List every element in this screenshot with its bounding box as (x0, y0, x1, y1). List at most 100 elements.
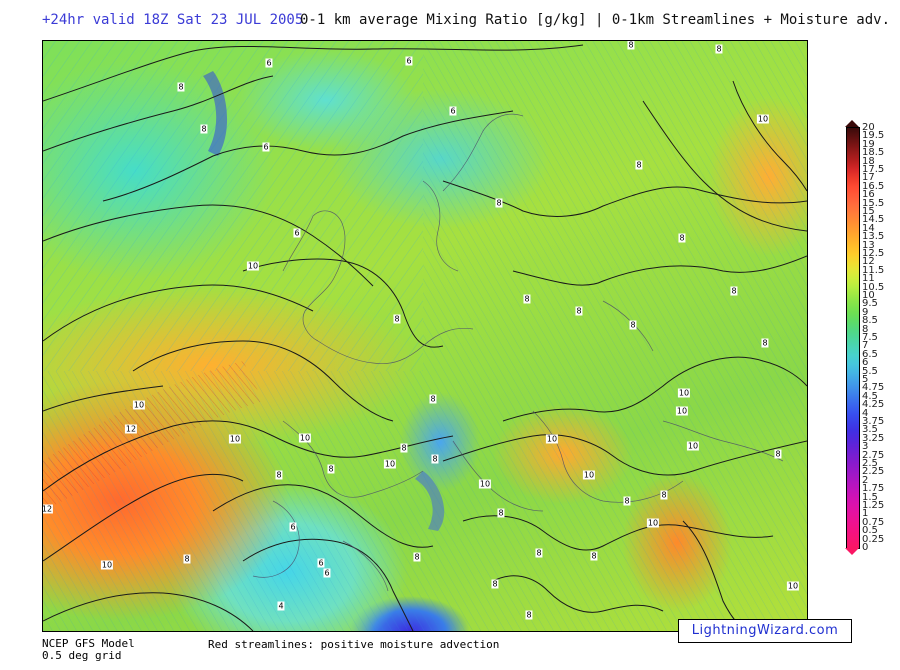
contour-label: 4 (277, 601, 285, 611)
colorbar-tick-label: 3.25 (862, 432, 885, 444)
contour-label: 10 (100, 560, 114, 570)
forecast-valid-title: +24hr valid 18Z Sat 23 JUL 2005 (42, 12, 304, 28)
colorbar-tick-label: 10 (862, 290, 875, 301)
contour-label: 8 (495, 198, 503, 208)
colorbar-tick-label: 18.5 (862, 147, 885, 159)
colorbar-tick-label: 0 (862, 542, 869, 553)
contour-label: 6 (449, 106, 457, 116)
contour-label: 10 (756, 114, 770, 124)
colorbar-tick-label: 4.5 (862, 390, 878, 402)
colorbar-tick-label: 6 (862, 357, 869, 369)
contour-label: 8 (635, 160, 643, 170)
colorbar-tick-label: 4.75 (862, 382, 885, 394)
contour-label: 10 (298, 433, 312, 443)
colorbar-tick-label: 5.5 (862, 365, 878, 377)
colorbar-tick-label: 2.75 (862, 449, 885, 461)
contour-label: 10 (228, 434, 242, 444)
colorbar-tick-label: 13 (862, 239, 875, 251)
colorbar-tick-label: 11 (862, 273, 875, 285)
colorbar-tick-label: 2 (862, 474, 869, 486)
contour-label: 8 (678, 233, 686, 243)
contour-label: 8 (761, 338, 769, 348)
colorbar-tick-label: 8 (862, 323, 869, 335)
colorbar-tick-label: 13.5 (862, 231, 885, 243)
contour-label: 10 (545, 434, 559, 444)
colorbar-tick-label: 12 (862, 256, 875, 268)
colorbar-labels: 20 19.5 19 18.5 18 17.5 17 16.5 16 15.5 15 14.5 14 13… (862, 122, 900, 553)
contour-label: 8 (623, 496, 631, 506)
map-overlay (43, 41, 807, 631)
colorbar-bottom-arrow (845, 548, 859, 555)
lightningwizard-brand-link[interactable]: LightningWizard.com (678, 619, 852, 643)
contour-label: 8 (660, 490, 668, 500)
contour-label: 8 (774, 449, 782, 459)
contour-label: 8 (183, 554, 191, 564)
contour-label: 12 (124, 424, 138, 434)
contour-label: 8 (431, 454, 439, 464)
contour-label: 6 (265, 58, 273, 68)
contour-lines (43, 44, 807, 631)
colorbar-tick-label: 16.5 (862, 180, 885, 192)
contour-label: 6 (317, 558, 325, 568)
colorbar-tick-label: 9 (862, 306, 869, 318)
dry-tongue-north (203, 71, 228, 156)
contour-label: 10 (383, 459, 397, 469)
colorbar-tick-label: 17 (862, 172, 875, 184)
contour-label: 8 (413, 552, 421, 562)
colorbar-tick-label: 6.5 (862, 348, 878, 360)
colorbar-tick-label: 16 (862, 189, 875, 201)
contour-label: 6 (262, 142, 270, 152)
colorbar-tick-label: 19 (862, 138, 875, 150)
contour-label: 10 (646, 518, 660, 528)
model-name: NCEP GFS Model (42, 637, 135, 650)
contour-label: 8 (629, 320, 637, 330)
colorbar-tick-label: 9.5 (862, 298, 878, 310)
colorbar-tick-label: 4.25 (862, 399, 885, 411)
contour-label: 8 (491, 579, 499, 589)
contour-label: 10 (677, 388, 691, 398)
contour-label: 8 (715, 44, 723, 54)
contour-label: 8 (429, 394, 437, 404)
colorbar-tick-label: 7 (862, 340, 869, 352)
colorbar-tick-label: 17.5 (862, 164, 885, 175)
contour-label: 10 (675, 406, 689, 416)
contour-label: 8 (275, 470, 283, 480)
colorbar-tick-label: 0.25 (862, 533, 885, 545)
contour-label: 8 (730, 286, 738, 296)
contour-label: 8 (575, 306, 583, 316)
contour-label: 8 (400, 443, 408, 453)
contour-label: 8 (200, 124, 208, 134)
mixing-ratio-colorbar (846, 127, 860, 549)
chart-main-title: 0-1 km average Mixing Ratio [g/kg] | 0-1… (300, 12, 891, 28)
contour-label: 10 (478, 479, 492, 489)
contour-label: 8 (327, 464, 335, 474)
colorbar-tick-label: 15 (862, 206, 875, 217)
colorbar-tick-label: 18 (862, 155, 875, 167)
colorbar-tick-label: 5 (862, 374, 869, 385)
streamlines-south (43, 371, 423, 631)
contour-label: 8 (497, 508, 505, 518)
streamlines-east (423, 41, 807, 631)
contour-label: 8 (525, 610, 533, 620)
colorbar-tick-label: 8.5 (862, 315, 878, 327)
contour-label: 8 (590, 551, 598, 561)
colorbar-tick-label: 3 (862, 441, 869, 453)
colorbar-tick-label: 10.5 (862, 281, 885, 293)
colorbar-tick-label: 1.75 (862, 483, 885, 495)
positive-advection-streamlines (43, 361, 263, 511)
colorbar-tick-label: 3.75 (862, 416, 885, 427)
colorbar-tick-label: 14.5 (862, 214, 885, 226)
colorbar-tick-label: 0.5 (862, 525, 878, 537)
colorbar-tick-label: 19.5 (862, 130, 885, 142)
contour-label: 8 (523, 294, 531, 304)
colorbar-tick-label: 11.5 (862, 264, 885, 276)
contour-label: 6 (323, 568, 331, 578)
contour-label: 6 (289, 522, 297, 532)
colorbar-tick-label: 14 (862, 222, 875, 234)
model-grid: 0.5 deg grid (42, 649, 122, 662)
mixing-ratio-map: 8 8 6 6 8 8 6 6 10 8 8 6 8 10 8 8 8 8 8 8 10 10 10 8 12 10 10 8 10 10… (42, 40, 808, 632)
colorbar-tick-label: 4 (862, 407, 869, 419)
colorbar-tick-label: 20 (862, 122, 875, 133)
colorbar-tick-label: 0.75 (862, 516, 885, 528)
colorbar-tick-label: 12.5 (862, 248, 885, 259)
